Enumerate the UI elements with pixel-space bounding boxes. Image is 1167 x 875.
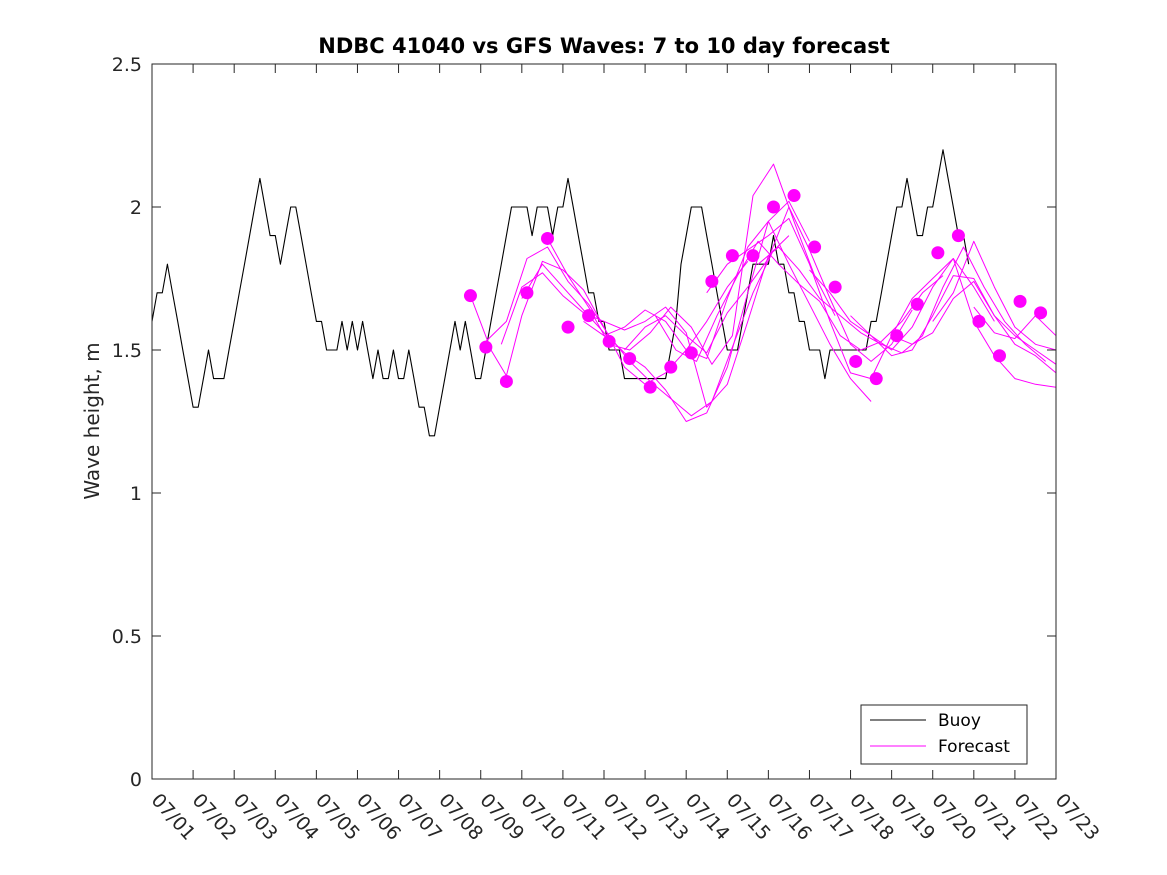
forecast-point xyxy=(787,189,801,203)
forecast-line-9 xyxy=(654,240,944,362)
forecast-line-12 xyxy=(809,258,1057,388)
forecast-line-7 xyxy=(583,220,872,402)
legend: Buoy Forecast xyxy=(860,704,1028,765)
forecast-line-15 xyxy=(932,240,1057,351)
forecast-line-8 xyxy=(624,206,913,362)
forecast-line-6 xyxy=(547,163,836,365)
forecast-point xyxy=(623,352,637,366)
y-axis-label: Wave height, m xyxy=(80,342,104,499)
plot-area xyxy=(152,64,1056,779)
forecast-point xyxy=(643,380,657,394)
forecast-point xyxy=(1013,294,1027,308)
buoy-line xyxy=(151,149,970,437)
y-tick-label: 0 xyxy=(130,769,142,791)
forecast-point xyxy=(1034,306,1048,320)
forecast-line-14 xyxy=(891,280,1057,374)
forecast-point xyxy=(499,374,513,388)
y-tick-label: 2 xyxy=(130,197,142,219)
y-tick-label: 0.5 xyxy=(112,626,142,648)
forecast-point xyxy=(869,372,883,386)
forecast-point xyxy=(993,349,1006,363)
forecast-point xyxy=(746,249,760,263)
forecast-line-4 xyxy=(500,235,790,408)
legend-label-buoy: Buoy xyxy=(938,711,981,731)
legend-label-forecast: Forecast xyxy=(938,737,1010,757)
forecast-line-10 xyxy=(706,217,995,380)
forecast-point xyxy=(972,314,986,328)
y-tick-label: 1.5 xyxy=(112,340,142,362)
axes-box xyxy=(151,63,1057,780)
forecast-point xyxy=(463,289,477,303)
forecast-point xyxy=(849,354,863,368)
y-tick-label: 2.5 xyxy=(112,54,142,76)
legend-box xyxy=(860,704,1028,765)
forecast-point xyxy=(931,246,945,260)
forecast-line-3 xyxy=(485,246,774,417)
series-layer xyxy=(151,149,1057,437)
forecast-line-13 xyxy=(850,275,1057,365)
forecast-point xyxy=(767,200,780,214)
forecast-point xyxy=(910,297,924,311)
forecast-point xyxy=(808,240,822,254)
forecast-point xyxy=(951,229,965,243)
y-tick-label: 1 xyxy=(130,483,142,505)
chart-title: NDBC 41040 vs GFS Waves: 7 to 10 day for… xyxy=(318,34,889,58)
forecast-point xyxy=(561,320,575,334)
forecast-point xyxy=(828,280,842,294)
forecast-point xyxy=(705,274,719,288)
forecast-line-16 xyxy=(973,306,1057,340)
forecast-point xyxy=(541,231,554,245)
